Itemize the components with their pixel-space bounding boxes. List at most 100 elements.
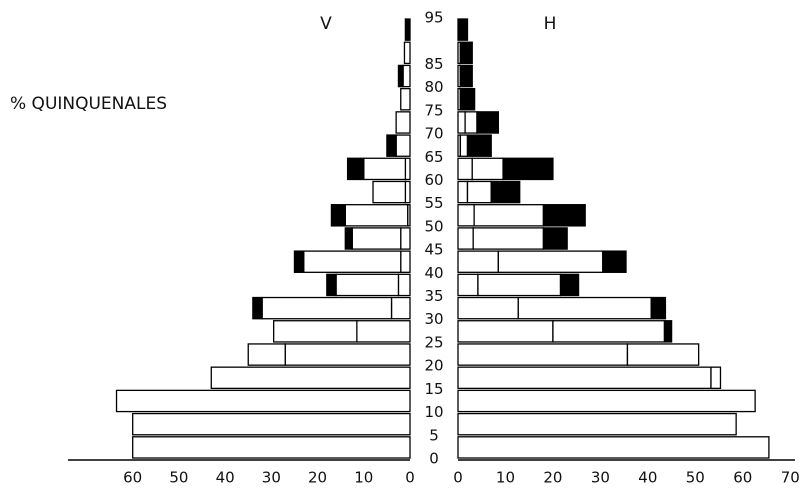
- age-tick-label: 25: [424, 333, 443, 351]
- bar-segment: [457, 204, 475, 227]
- age-tick-label: 80: [424, 78, 443, 96]
- bar-segment: [344, 204, 409, 227]
- bar-segment: [457, 343, 629, 366]
- bar-segment: [490, 180, 521, 204]
- bar-segment: [400, 227, 411, 250]
- bar-segment: [602, 250, 627, 273]
- age-tick-label: 10: [424, 403, 443, 421]
- age-tick-label: 55: [424, 194, 443, 212]
- bar-segment: [459, 64, 473, 88]
- bar-segment: [395, 134, 411, 157]
- bar-segment: [473, 204, 545, 227]
- age-tick-label: 45: [424, 241, 443, 259]
- bar-segment: [303, 250, 402, 273]
- bar-segment: [326, 273, 337, 297]
- bar-segment: [356, 320, 411, 343]
- bar-segment: [471, 157, 504, 181]
- bar-segment: [400, 87, 411, 111]
- bar-segment: [395, 111, 411, 134]
- x-tick-label: 50: [169, 469, 188, 487]
- x-tick-label: 40: [638, 469, 657, 487]
- bar-segment: [344, 227, 353, 250]
- bar-segment: [466, 180, 492, 204]
- bar-segment: [351, 227, 402, 250]
- age-tick-label: 40: [424, 264, 443, 282]
- x-tick-label: 30: [591, 469, 610, 487]
- bar-segment: [497, 250, 604, 273]
- bar-segment: [397, 273, 411, 297]
- right-label: H: [544, 14, 557, 34]
- bar-segment: [397, 64, 404, 88]
- bar-segment: [457, 412, 737, 436]
- bar-segment: [459, 41, 473, 65]
- x-tick-label: 0: [453, 469, 463, 487]
- bar-segment: [626, 343, 700, 366]
- age-tick-label: 85: [424, 55, 443, 73]
- bar-segment: [386, 134, 397, 157]
- bar-segment: [459, 134, 469, 157]
- annotation: % QUINQUENALES: [10, 94, 167, 114]
- bar-segment: [363, 157, 407, 181]
- bar-segment: [476, 111, 499, 134]
- age-tick-label: 60: [424, 171, 443, 189]
- bar-segment: [472, 227, 545, 250]
- bar-segment: [335, 273, 400, 297]
- bar-segment: [404, 18, 411, 41]
- left-label: V: [320, 14, 332, 34]
- x-tick-label: 50: [686, 469, 705, 487]
- bar-segment: [542, 204, 586, 227]
- bar-segment: [284, 343, 411, 366]
- bar-segment: [457, 180, 469, 204]
- bar-segment: [132, 436, 411, 459]
- bar-segment: [457, 436, 770, 459]
- bar-segment: [517, 296, 652, 320]
- bar-segment: [457, 389, 756, 413]
- x-tick-label: 20: [543, 469, 562, 487]
- bar-segment: [372, 180, 407, 204]
- x-tick-label: 40: [216, 469, 235, 487]
- bar-segment: [459, 87, 476, 111]
- x-tick-label: 60: [733, 469, 752, 487]
- bar-segment: [404, 180, 411, 204]
- bar-segment: [650, 296, 667, 320]
- age-tick-label: 15: [424, 380, 443, 398]
- x-tick-label: 60: [123, 469, 142, 487]
- age-tick-label: 0: [429, 450, 439, 468]
- bar-segment: [457, 296, 519, 320]
- x-tick-label: 70: [781, 469, 800, 487]
- bar-segment: [132, 412, 411, 436]
- bar-segment: [552, 320, 666, 343]
- age-tick-label: 20: [424, 357, 443, 375]
- age-tick-label: 70: [424, 125, 443, 143]
- bar-segment: [559, 273, 580, 297]
- age-tick-label: 50: [424, 217, 443, 235]
- bar-segment: [457, 273, 479, 297]
- bar-segment: [457, 18, 469, 41]
- bar-segment: [663, 320, 673, 343]
- bar-segment: [457, 111, 466, 134]
- bar-segment: [261, 296, 393, 320]
- age-tick-label: 75: [424, 101, 443, 119]
- x-tick-label: 30: [262, 469, 281, 487]
- bar-segment: [330, 204, 346, 227]
- age-tick-label: 5: [429, 426, 439, 444]
- bar-segment: [477, 273, 562, 297]
- bar-segment: [210, 366, 411, 390]
- bar-segment: [402, 64, 411, 88]
- bar-segment: [457, 227, 474, 250]
- bar-segment: [403, 41, 411, 65]
- bar-segment: [346, 157, 365, 181]
- bar-segment: [273, 320, 358, 343]
- x-tick-label: 0: [405, 469, 415, 487]
- bar-segment: [404, 157, 411, 181]
- x-tick-label: 20: [308, 469, 327, 487]
- bar-segment: [542, 227, 568, 250]
- bar-segment: [502, 157, 554, 181]
- age-tick-label: 35: [424, 287, 443, 305]
- bar-segment: [247, 343, 286, 366]
- bar-segment: [252, 296, 263, 320]
- bar-segment: [710, 366, 722, 390]
- age-tick-label: 95: [424, 9, 443, 27]
- bar-segment: [457, 320, 554, 343]
